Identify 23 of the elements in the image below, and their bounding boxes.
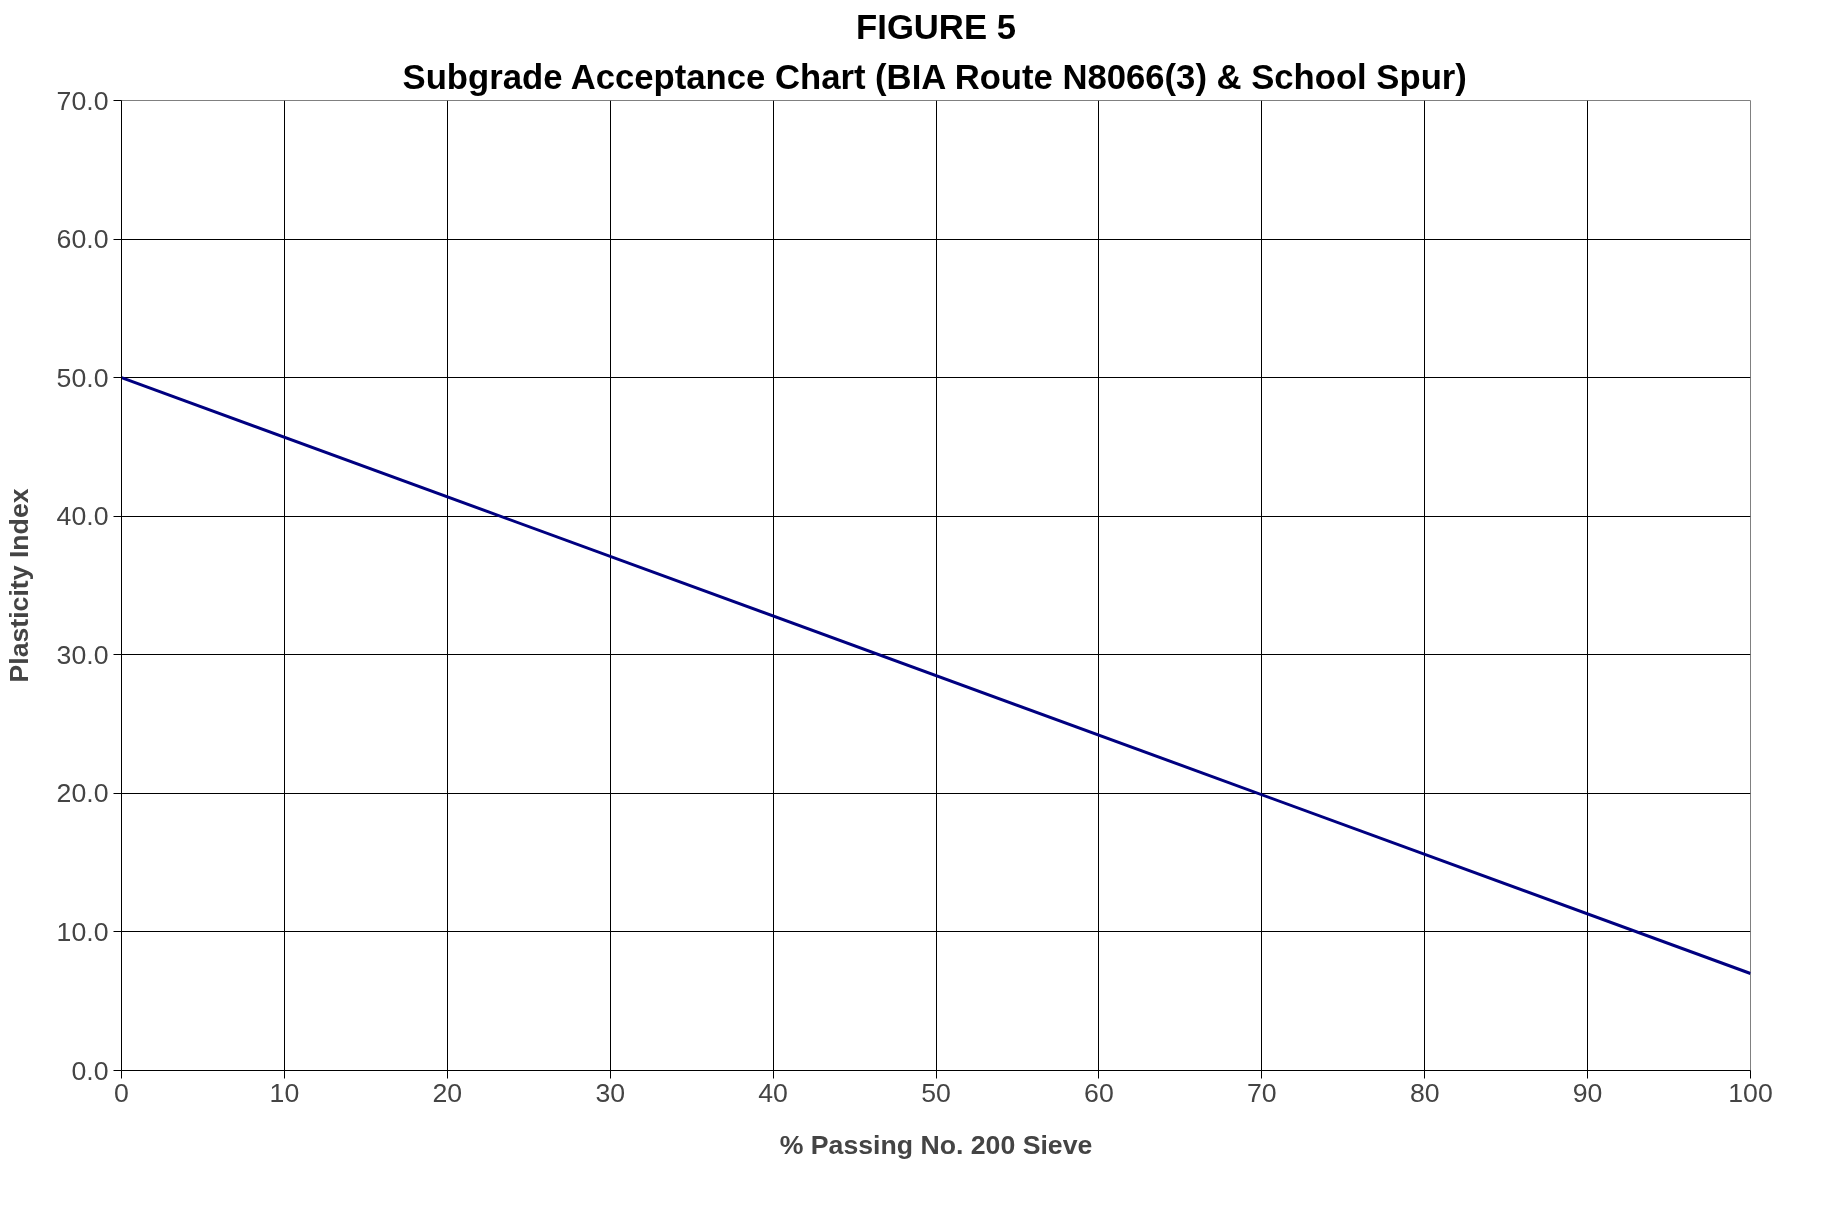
x-tick-label: 10 (269, 1077, 300, 1108)
x-tick-label: 50 (921, 1077, 951, 1108)
chart-subtitle: Subgrade Acceptance Chart (BIA Route N8066(3) & School Spur) (402, 57, 1467, 96)
y-tick-label: 40.0 (56, 501, 109, 532)
y-tick-label: 70.0 (56, 85, 109, 116)
x-tick-label: 20 (432, 1077, 463, 1108)
y-tick-label: 60.0 (56, 224, 109, 255)
x-tick-label: 90 (1572, 1077, 1603, 1108)
y-tick-label: 0.0 (71, 1055, 109, 1086)
y-axis-title: Plasticity Index (3, 488, 34, 683)
y-tick-label: 30.0 (56, 639, 109, 670)
x-tick-label: 70 (1246, 1077, 1277, 1108)
x-tick-label: 60 (1084, 1077, 1114, 1108)
chart-title: FIGURE 5 (856, 7, 1016, 46)
x-tick-label: 100 (1728, 1077, 1773, 1108)
x-tick-label: 80 (1409, 1077, 1440, 1108)
x-tick-label: 30 (595, 1077, 626, 1108)
x-tick-label: 40 (758, 1077, 788, 1108)
y-tick-label: 50.0 (56, 362, 109, 393)
x-tick-label: 0 (114, 1077, 129, 1108)
x-axis-title: % Passing No. 200 Sieve (779, 1129, 1093, 1160)
y-tick-label: 20.0 (56, 778, 109, 809)
y-tick-label: 10.0 (56, 916, 109, 947)
